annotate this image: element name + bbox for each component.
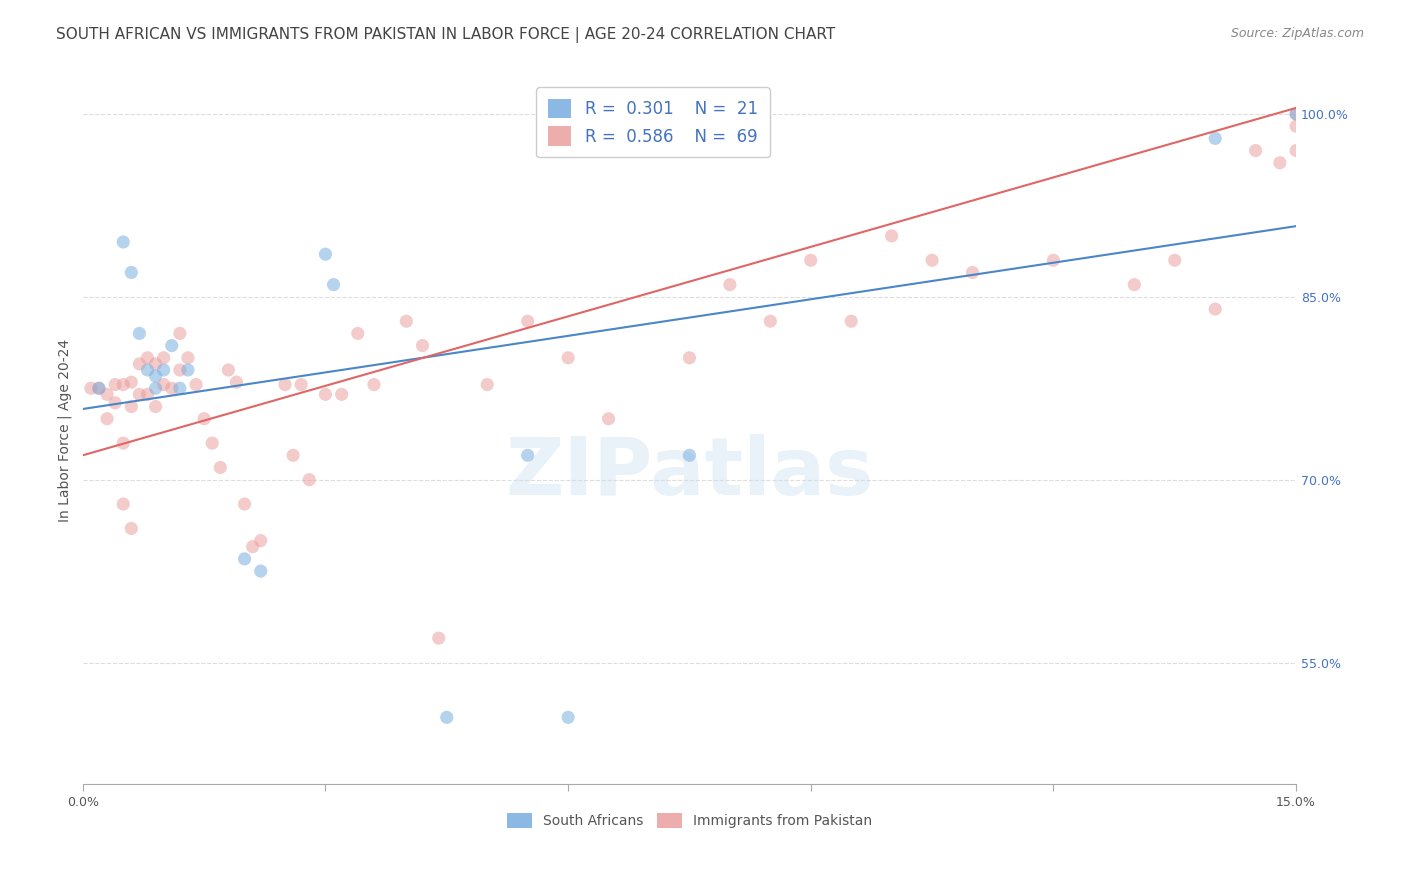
Point [249, 533, 271, 548]
Point [1244, 144, 1267, 158]
Text: SOUTH AFRICAN VS IMMIGRANTS FROM PAKISTAN IN LABOR FORCE | AGE 20-24 CORRELATION: SOUTH AFRICAN VS IMMIGRANTS FROM PAKISTA… [56, 27, 835, 43]
Point [177, 351, 200, 365]
Point [193, 411, 215, 425]
Point [1042, 253, 1064, 268]
Point [516, 314, 538, 328]
Point [298, 473, 321, 487]
Point [120, 400, 142, 414]
Point [136, 363, 159, 377]
Point [96, 387, 118, 401]
Point [322, 277, 344, 292]
Point [1204, 301, 1226, 316]
Point [104, 377, 127, 392]
Point [80, 381, 103, 395]
Point [249, 564, 271, 578]
Point [314, 247, 336, 261]
Point [1164, 253, 1187, 268]
Point [201, 436, 224, 450]
Point [112, 377, 135, 392]
Point [346, 326, 368, 341]
Point [436, 710, 458, 724]
Point [314, 387, 336, 401]
Point [120, 375, 142, 389]
Point [759, 314, 782, 328]
Text: Source: ZipAtlas.com: Source: ZipAtlas.com [1230, 27, 1364, 40]
Point [557, 351, 579, 365]
Point [169, 363, 191, 377]
Y-axis label: In Labor Force | Age 20-24: In Labor Force | Age 20-24 [58, 339, 72, 523]
Point [290, 377, 312, 392]
Point [120, 265, 142, 279]
Point [800, 253, 823, 268]
Point [217, 363, 239, 377]
Point [427, 631, 450, 645]
Point [678, 448, 700, 462]
Point [145, 369, 167, 384]
Point [1268, 155, 1291, 169]
Point [718, 277, 741, 292]
Point [1285, 119, 1308, 133]
Point [152, 377, 174, 392]
Point [839, 314, 862, 328]
Point [395, 314, 418, 328]
Point [136, 351, 159, 365]
Point [281, 448, 304, 462]
Point [136, 387, 159, 401]
Point [160, 338, 183, 352]
Point [160, 381, 183, 395]
Point [87, 381, 110, 395]
Point [120, 521, 142, 535]
Point [112, 436, 135, 450]
Point [128, 387, 150, 401]
Point [128, 326, 150, 341]
Point [233, 552, 256, 566]
Point [233, 497, 256, 511]
Point [274, 377, 297, 392]
Point [87, 381, 110, 395]
Point [169, 381, 191, 395]
Point [557, 710, 579, 724]
Point [104, 396, 127, 410]
Point [412, 338, 434, 352]
Point [477, 377, 499, 392]
Point [225, 375, 247, 389]
Point [169, 326, 191, 341]
Point [1285, 144, 1308, 158]
Point [145, 381, 167, 395]
Point [1123, 277, 1146, 292]
Text: ZIPatlas: ZIPatlas [505, 434, 873, 512]
Point [242, 540, 264, 554]
Point [209, 460, 232, 475]
Point [363, 377, 385, 392]
Point [184, 377, 207, 392]
Point [598, 411, 620, 425]
Point [112, 235, 135, 249]
Point [962, 265, 984, 279]
Point [152, 363, 174, 377]
Point [1285, 107, 1308, 121]
Point [177, 363, 200, 377]
Legend: South Africans, Immigrants from Pakistan: South Africans, Immigrants from Pakistan [501, 807, 877, 834]
Point [152, 351, 174, 365]
Point [145, 400, 167, 414]
Point [145, 357, 167, 371]
Point [678, 351, 700, 365]
Point [112, 497, 135, 511]
Point [1285, 107, 1308, 121]
Point [880, 228, 903, 243]
Point [1204, 131, 1226, 145]
Point [128, 357, 150, 371]
Point [921, 253, 943, 268]
Point [330, 387, 353, 401]
Point [516, 448, 538, 462]
Point [96, 411, 118, 425]
